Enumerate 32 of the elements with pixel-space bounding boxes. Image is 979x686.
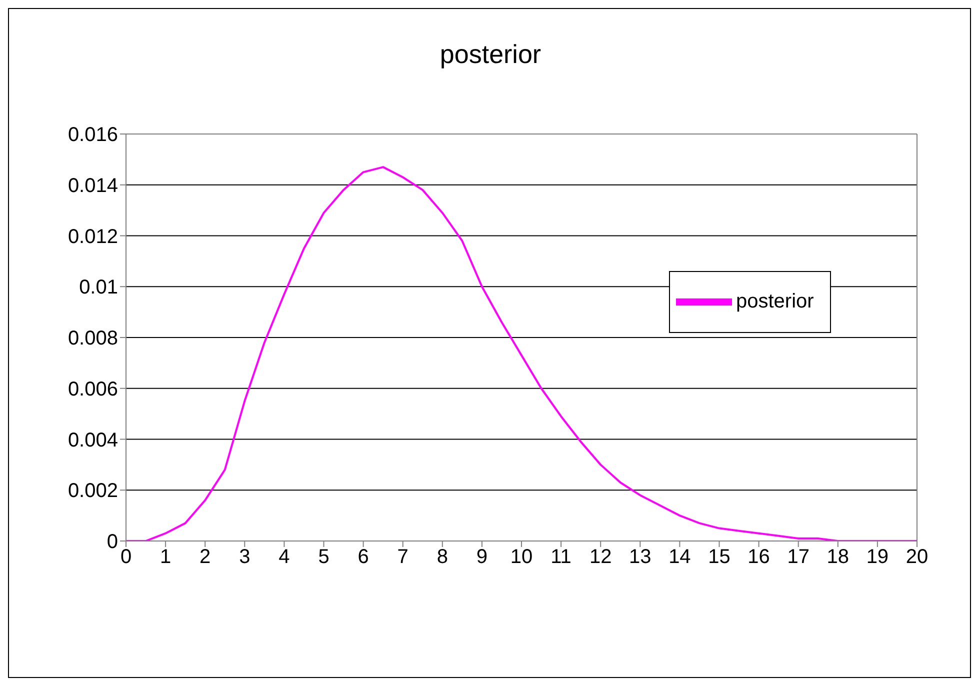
x-tick-label: 5 (318, 546, 330, 568)
x-tick-label: 1 (160, 546, 172, 568)
y-tick-label: 0.012 (68, 226, 118, 248)
x-tick-label: 0 (120, 546, 132, 568)
x-tick-label: 12 (589, 546, 612, 568)
x-tick-label: 11 (550, 546, 572, 568)
y-tick-label: 0.014 (68, 174, 118, 197)
x-tick-label: 10 (510, 546, 533, 568)
y-tick-label: 0.006 (68, 378, 118, 400)
y-tick-label: 0.004 (68, 429, 118, 452)
x-tick-label: 16 (748, 546, 770, 568)
x-tick-label: 9 (476, 546, 488, 568)
x-tick-label: 19 (866, 546, 889, 568)
x-tick-label: 3 (239, 546, 250, 568)
x-tick-label: 14 (668, 546, 691, 568)
legend-label: posterior (736, 290, 814, 312)
x-tick-label: 6 (358, 546, 369, 568)
x-tick-label: 17 (787, 546, 810, 568)
y-tick-label: 0.008 (68, 328, 118, 350)
y-tick-label: 0.016 (68, 124, 118, 146)
x-tick-label: 18 (826, 546, 850, 568)
y-tick-label: 0.002 (68, 480, 118, 502)
x-tick-label: 13 (629, 546, 652, 568)
y-tick-label: 0 (106, 531, 118, 554)
x-tick-label: 20 (906, 546, 928, 568)
y-tick-label: 0.01 (79, 276, 118, 299)
chart-title: posterior (438, 39, 542, 70)
x-tick-label: 7 (397, 546, 408, 568)
x-tick-label: 2 (200, 546, 211, 568)
x-tick-label: 8 (436, 546, 448, 568)
x-tick-label: 4 (278, 546, 290, 568)
x-tick-label: 15 (708, 546, 730, 568)
